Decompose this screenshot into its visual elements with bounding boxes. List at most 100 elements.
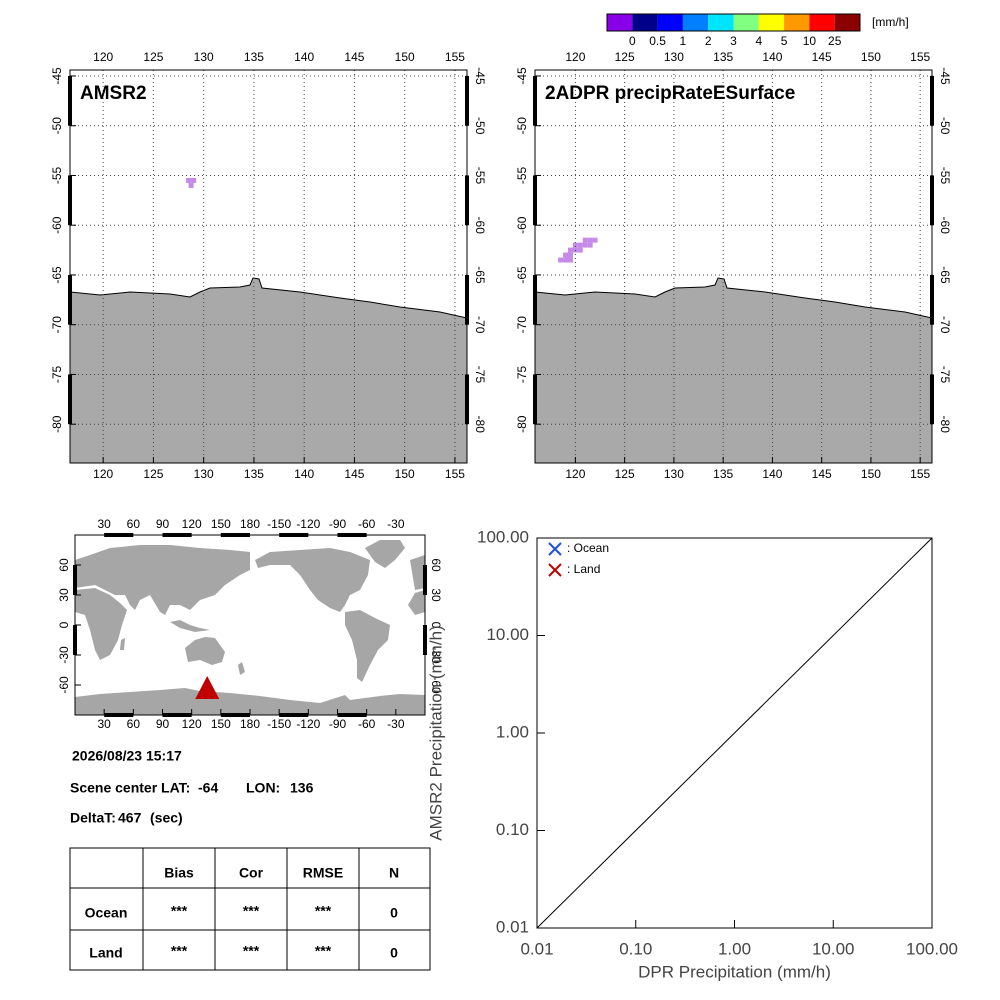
precip-cell — [186, 177, 192, 183]
x-tick-label: -120 — [296, 517, 320, 531]
x-tick-label: 125 — [615, 467, 635, 481]
y-tick-label: -80 — [515, 415, 529, 433]
x-tick-label: 30 — [97, 517, 111, 531]
y-tick-label: -80 — [50, 415, 64, 433]
precip-cell — [587, 237, 593, 243]
x-tick-label: 100.00 — [906, 939, 958, 958]
y-tick-label: -80 — [938, 416, 952, 434]
x-tick-label: 10.00 — [812, 939, 855, 958]
x-tick-label: 90 — [156, 717, 170, 731]
stats-table: Bias Cor RMSE N Ocean *** *** *** 0 Land… — [69, 847, 431, 971]
y-tick-label: -65 — [515, 266, 529, 284]
colorbar-label: 3 — [730, 34, 737, 48]
land — [75, 545, 250, 615]
y-tick-label: -45 — [50, 67, 64, 85]
land — [75, 588, 127, 660]
precip-cell — [577, 242, 583, 248]
land — [365, 540, 405, 568]
x-axis-label: DPR Precipitation (mm/h) — [638, 962, 831, 981]
y-tick-label: -55 — [515, 166, 529, 184]
precip-cell — [582, 242, 588, 248]
colorbar-unit: [mm/h] — [872, 15, 909, 29]
land — [75, 688, 425, 715]
x-tick-label: 120 — [565, 50, 585, 64]
land — [170, 620, 210, 632]
x-tick-label: 150 — [861, 467, 881, 481]
x-tick-label: 0.01 — [520, 939, 553, 958]
colorbar-swatch — [708, 14, 734, 31]
y-tick-label: 100.00 — [477, 527, 529, 546]
y-tick-label: -55 — [473, 167, 487, 185]
x-tick-label: 180 — [240, 717, 260, 731]
reference-line — [536, 537, 933, 929]
land-right — [534, 277, 933, 464]
y-axis-label: AMSR2 Precipitation (mm/h) — [426, 625, 445, 840]
table-cell: *** — [171, 943, 188, 959]
frame — [534, 69, 933, 464]
x-tick-label: -60 — [358, 517, 376, 531]
x-tick-label: 145 — [344, 50, 364, 64]
deltat: 467 — [118, 810, 142, 826]
land — [185, 637, 225, 665]
x-tick-label: 135 — [244, 50, 264, 64]
x-tick-label: 125 — [615, 50, 635, 64]
precip-cell — [577, 247, 583, 253]
y-tick-label: -75 — [473, 366, 487, 384]
precip-cell — [568, 257, 573, 263]
y-tick-label: -80 — [473, 416, 487, 434]
land — [255, 548, 370, 612]
x-tick-label: 145 — [812, 50, 832, 64]
colorbar-label: 4 — [755, 34, 762, 48]
x-tick-label: 145 — [812, 467, 832, 481]
y-tick-label: 10.00 — [486, 625, 529, 644]
world-land — [75, 540, 425, 715]
y-tick-label: -30 — [57, 646, 71, 664]
y-tick-label: 0 — [57, 621, 71, 628]
y-tick-label: -50 — [50, 117, 64, 135]
y-tick-label: -30 — [429, 646, 443, 664]
x-tick-label: 155 — [910, 467, 930, 481]
y-tick-label: -55 — [938, 167, 952, 185]
precip-cell — [568, 252, 573, 258]
x-tick-label: 140 — [762, 50, 782, 64]
x-tick-label: 60 — [127, 517, 141, 531]
x-tick-label: 120 — [93, 467, 113, 481]
land — [120, 638, 125, 650]
table-cell: *** — [315, 943, 332, 959]
land — [238, 662, 245, 675]
y-tick-label: -60 — [938, 217, 952, 235]
x-tick-label: 135 — [713, 50, 733, 64]
x-tick-label: 155 — [910, 50, 930, 64]
legend-marker — [548, 542, 562, 556]
y-tick-label: -75 — [938, 366, 952, 384]
land — [410, 555, 425, 590]
x-tick-label: 150 — [395, 467, 415, 481]
x-tick-label: 1.00 — [718, 939, 751, 958]
colorbar-swatch — [657, 14, 683, 31]
y-tick-label: -60 — [50, 216, 64, 234]
y-tick-label: -45 — [473, 67, 487, 85]
table-header: N — [389, 865, 399, 881]
colorbar-swatch — [607, 14, 633, 31]
y-tick-label: -50 — [515, 117, 529, 135]
x-tick-label: -30 — [387, 717, 405, 731]
y-tick-label: 0 — [429, 622, 443, 629]
x-tick-label: 120 — [182, 517, 202, 531]
table-border — [69, 847, 431, 971]
y-tick-label: -65 — [938, 266, 952, 284]
colorbar-label: 25 — [828, 34, 842, 48]
y-tick-label: 60 — [57, 558, 71, 572]
x-tick-label: 130 — [194, 50, 214, 64]
colorbar-frame — [606, 13, 861, 32]
x-tick-label: 140 — [294, 467, 314, 481]
y-tick-label: 30 — [429, 588, 443, 602]
x-tick-label: 125 — [143, 50, 163, 64]
y-tick-label: 1.00 — [496, 722, 529, 741]
table-header: Cor — [239, 865, 264, 881]
frame — [74, 534, 426, 716]
land — [345, 610, 390, 682]
colorbar-swatch — [733, 14, 759, 31]
table-header: RMSE — [303, 865, 343, 881]
table-cell: *** — [243, 903, 260, 919]
